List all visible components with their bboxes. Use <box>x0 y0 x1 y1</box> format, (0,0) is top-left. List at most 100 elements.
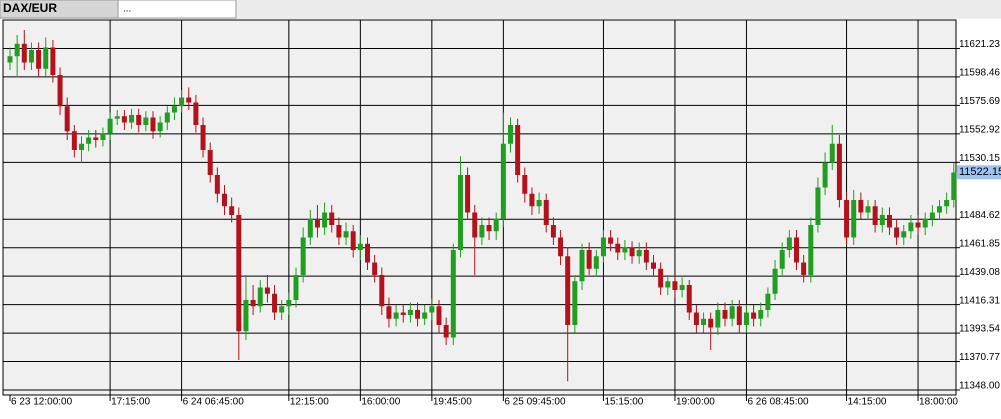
candle-body <box>794 237 799 263</box>
candle-body <box>951 172 957 200</box>
candle-body <box>479 225 485 238</box>
candle-body <box>50 47 56 75</box>
candle-body <box>944 200 950 207</box>
candle-body <box>250 300 256 307</box>
candle-body <box>71 131 77 150</box>
candle-body <box>93 137 99 140</box>
candle-body <box>207 150 213 175</box>
x-tick-label: 6 25 09:45:00 <box>504 397 566 408</box>
x-tick-label: 12:15:00 <box>290 397 329 408</box>
candle-body <box>786 237 792 250</box>
candle-body <box>322 212 328 228</box>
candle-body <box>500 143 506 219</box>
candle-body <box>522 175 528 194</box>
candle-body <box>436 306 442 325</box>
candle-body <box>7 56 13 63</box>
candle-body <box>79 143 84 150</box>
candle-body <box>143 117 149 125</box>
candle-body <box>222 193 227 207</box>
candle-body <box>386 306 392 319</box>
candle-body <box>643 250 649 263</box>
candle-body <box>693 312 699 325</box>
candle-body <box>200 125 206 150</box>
candle-body <box>114 116 120 119</box>
candle-body <box>629 247 635 257</box>
candle-body <box>915 222 921 228</box>
candle-body <box>608 237 614 244</box>
candle-body <box>743 312 749 325</box>
x-tick-label: 6 24 06:45:00 <box>183 397 245 408</box>
candle-body <box>171 106 177 113</box>
candle-body <box>336 225 342 238</box>
y-tick-label: 11416.31 <box>959 295 1000 306</box>
candle-body <box>157 122 163 132</box>
candle-body <box>729 306 735 319</box>
candle-body <box>543 200 549 225</box>
current-price-label: 11522.15 <box>959 166 1001 178</box>
candle-body <box>751 312 757 319</box>
candle-body <box>14 43 20 57</box>
x-tick-label: 19:00:00 <box>676 397 715 408</box>
candle-body <box>43 47 49 69</box>
candle-body <box>815 187 821 225</box>
candle-body <box>450 250 456 338</box>
candle-body <box>393 312 399 319</box>
candle-body <box>858 200 864 213</box>
candle-body <box>937 206 942 213</box>
candle-body <box>572 281 578 325</box>
candle-body <box>379 275 385 307</box>
current-price-marker <box>957 165 1001 180</box>
candle-body <box>350 231 356 250</box>
candle-body <box>486 225 492 232</box>
candle-body <box>908 222 914 232</box>
x-tick-label: 14:15:00 <box>848 397 887 408</box>
candle-body <box>851 200 857 238</box>
candle-body <box>765 293 771 310</box>
candle-body <box>443 325 449 338</box>
candle-body <box>293 275 299 300</box>
candle-body <box>901 231 907 238</box>
candle-body <box>736 306 742 325</box>
x-tick-label: 6 26 08:45:00 <box>747 397 809 408</box>
candle-body <box>229 206 235 215</box>
candle-body <box>593 256 599 269</box>
candle-body <box>36 50 42 69</box>
candle-body <box>164 112 170 123</box>
candle-body <box>286 300 292 307</box>
y-tick-label: 11370.77 <box>959 352 1000 363</box>
tab-bar <box>0 0 1001 19</box>
candle-body <box>679 285 685 290</box>
tab[interactable] <box>117 0 237 19</box>
candle-body <box>922 218 928 228</box>
candle-body <box>493 218 499 232</box>
candle-body <box>343 231 349 238</box>
candle-body <box>672 281 678 290</box>
y-tick-label: 11621.23 <box>959 39 1000 50</box>
candle-body <box>536 200 542 207</box>
candle-body <box>372 262 378 275</box>
x-tick-label: 19:45:00 <box>433 397 472 408</box>
candle-body <box>243 300 249 332</box>
candle-body <box>686 285 692 313</box>
candle-body <box>879 215 885 225</box>
candle-body <box>100 133 106 140</box>
candle-body <box>565 256 571 325</box>
candle-body <box>314 218 320 228</box>
candle-body <box>722 310 728 319</box>
candle-body <box>622 247 628 253</box>
candle-body <box>150 117 156 132</box>
x-tick-label: 6 23 12:00:00 <box>11 397 73 408</box>
candle-body <box>801 262 807 275</box>
candle-body <box>550 225 556 238</box>
candle-body <box>64 106 70 132</box>
x-tick-label: 18:00:00 <box>919 397 958 408</box>
candle-body <box>665 281 671 288</box>
plot-area <box>2 19 957 396</box>
candle-body <box>472 212 478 238</box>
y-tick-label: 11439.08 <box>959 267 1000 278</box>
candle-body <box>822 162 828 188</box>
candle-body <box>129 115 135 123</box>
y-tick-label: 11348.00 <box>959 381 1000 392</box>
